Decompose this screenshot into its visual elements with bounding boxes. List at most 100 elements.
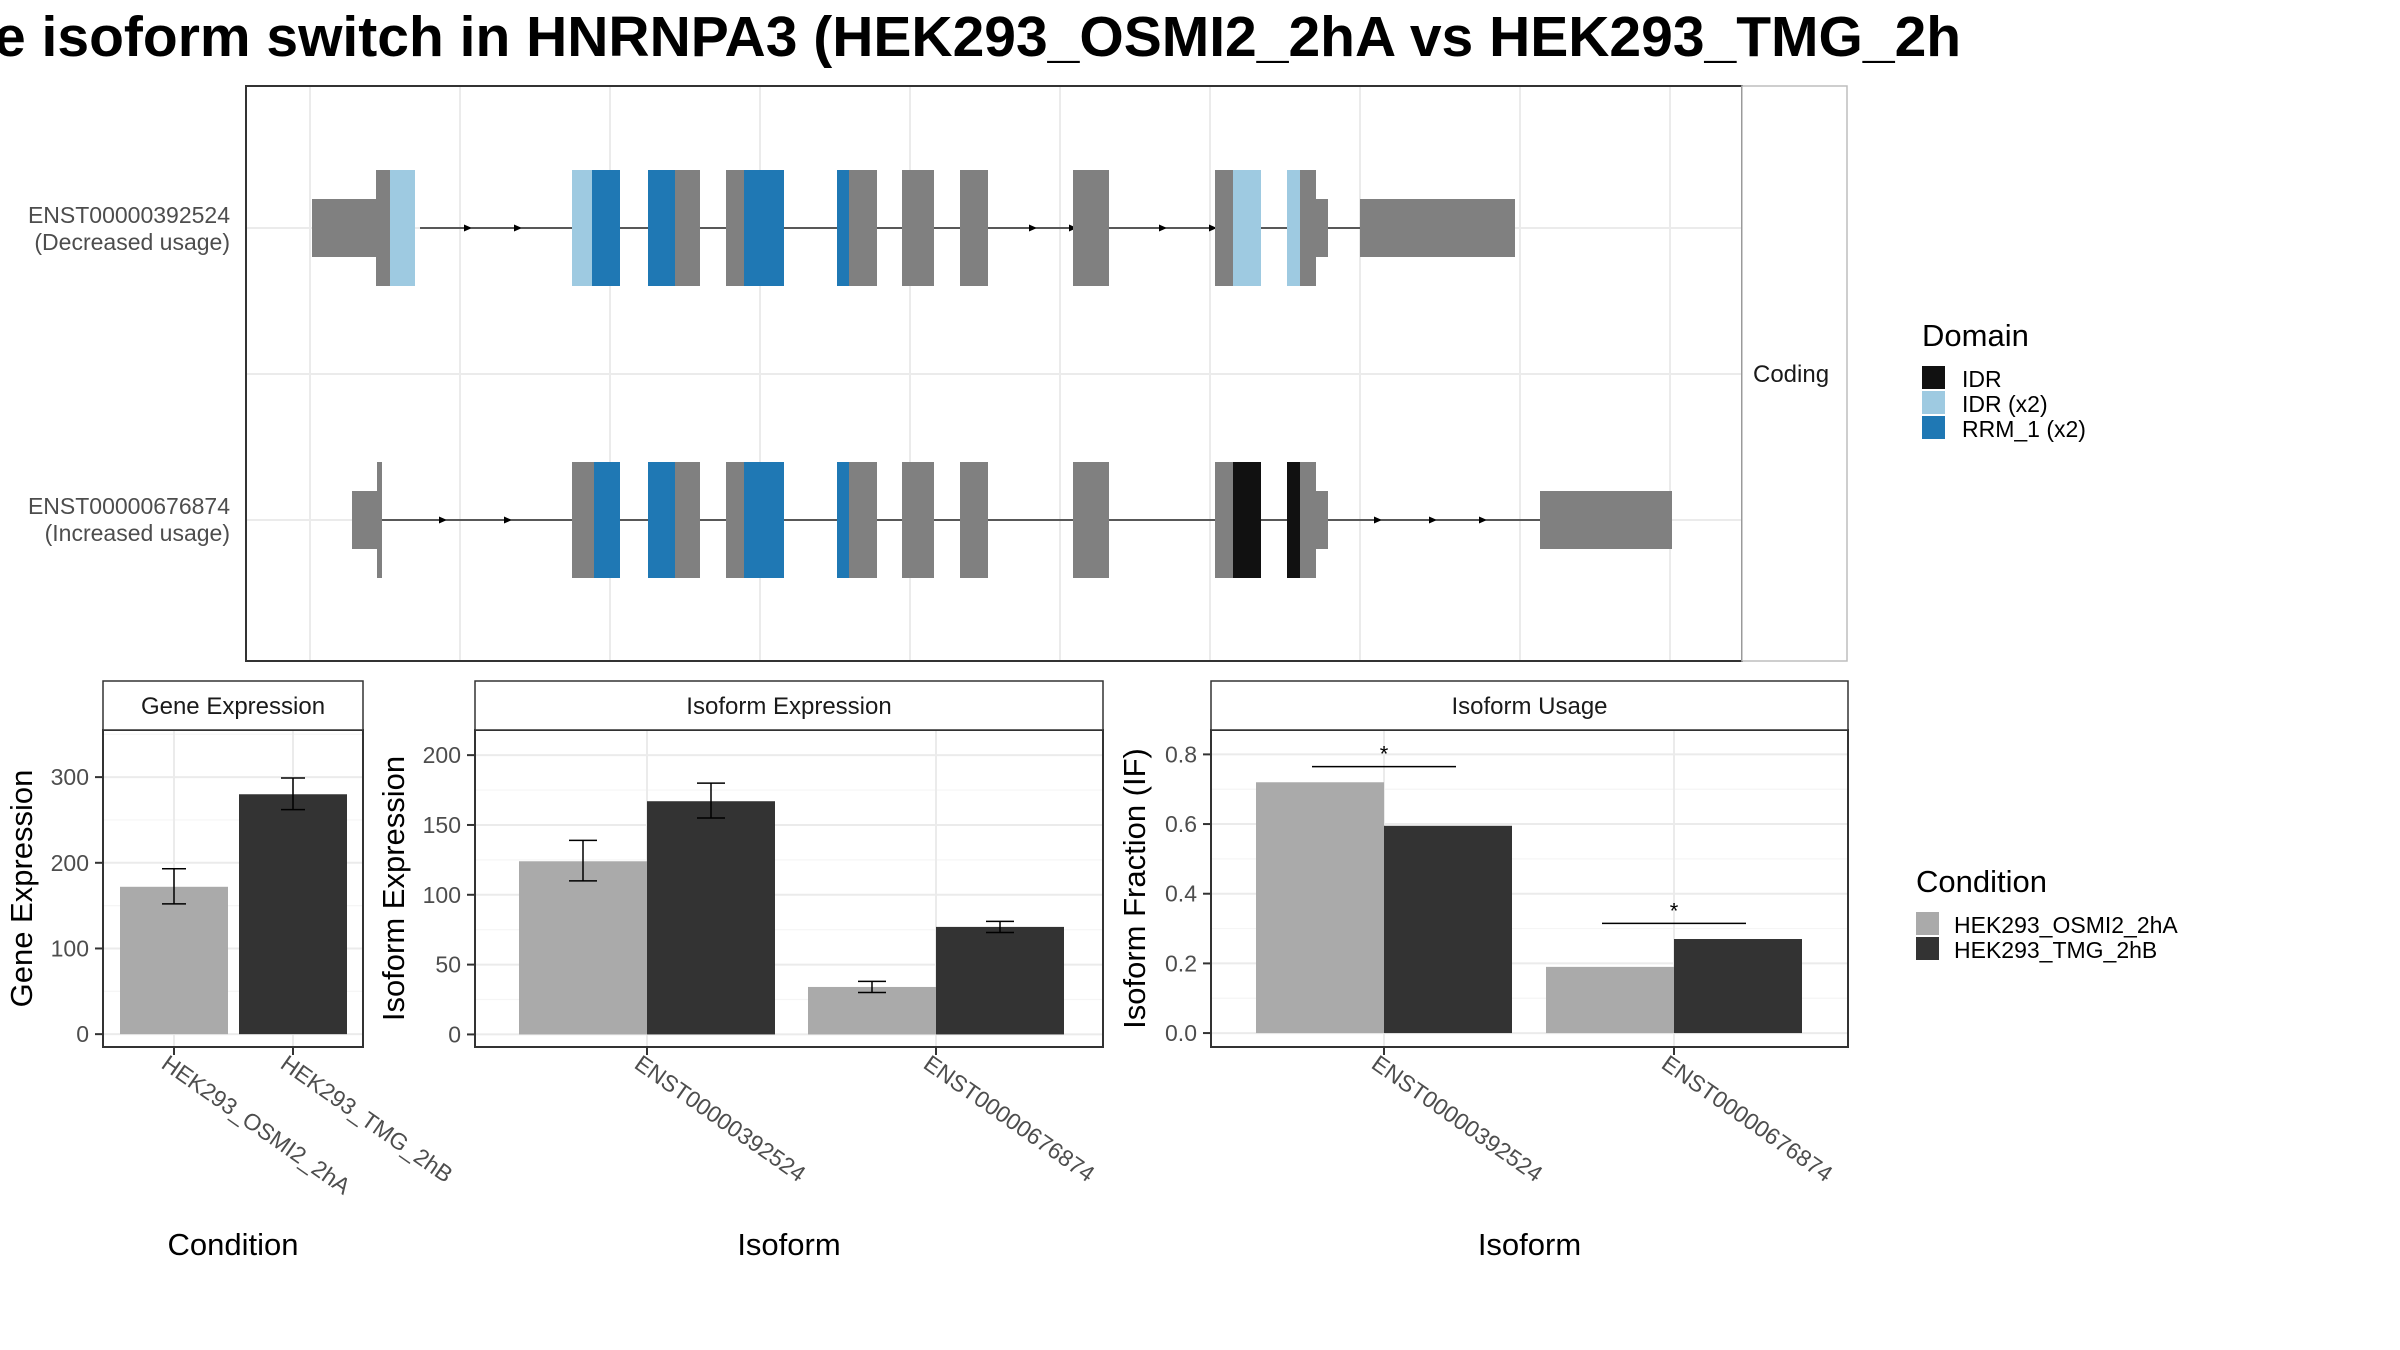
isoform-expression-bar-1-1 <box>519 861 647 1035</box>
exon-block <box>1215 462 1233 578</box>
domain-block <box>594 462 620 578</box>
legend-swatch-idr-x2 <box>1922 391 1945 414</box>
isoform-usage-strip <box>1210 680 1849 731</box>
utr-block <box>1316 199 1328 257</box>
exon-block <box>960 170 988 286</box>
legend-label-tmg: HEK293_TMG_2hB <box>1954 937 2157 963</box>
isoform-2-id-label: ENST00000676874 <box>28 493 230 519</box>
isoform-usage-panel: * * Isoform Usage 0.0 0.2 0.4 0.6 0.8 ENST000003… <box>1117 680 1849 1262</box>
exon-block <box>572 462 594 578</box>
isoform-usage-x-tick-label: ENST00000676874 <box>1657 1050 1838 1187</box>
utr-block <box>1360 199 1515 257</box>
exon-block <box>1215 170 1233 286</box>
domain-block <box>744 462 784 578</box>
gene-expression-bar-1 <box>120 886 228 1035</box>
isoform-expression-y-axis-title: Isoform Expression <box>376 756 411 1021</box>
isoform-usage-y-axis-title: Isoform Fraction (IF) <box>1117 748 1152 1029</box>
isoform-expression-y-tick-label: 50 <box>435 952 461 978</box>
isoform-expression-bar-1-2 <box>808 986 936 1035</box>
isoform-expression-error-bar <box>986 920 1014 934</box>
isoform-expression-x-tick-label: ENST00000392524 <box>630 1050 811 1187</box>
bar-chart-panels: Gene Expression 0 100 200 300 HEK293_OSMI2_2h… <box>4 680 1849 1262</box>
legend-label-osmi: HEK293_OSMI2_2hA <box>1954 912 2178 938</box>
intron-arrow <box>504 516 512 524</box>
isoform-expression-error-bar <box>697 782 725 819</box>
utr-block <box>352 491 377 549</box>
exon-block <box>675 170 700 286</box>
domain-block <box>1287 462 1300 578</box>
isoform-usage-x-tick-label: ENST00000392524 <box>1367 1050 1548 1187</box>
isoform-expression-y-tick-label: 200 <box>423 742 461 768</box>
condition-legend: Condition HEK293_OSMI2_2hA HEK293_TMG_2h… <box>1916 864 2178 963</box>
intron-arrow <box>1209 224 1217 232</box>
isoform-expression-bar-2-2 <box>936 926 1064 1035</box>
intron-arrow <box>1374 516 1382 524</box>
condition-legend-title: Condition <box>1916 864 2047 899</box>
isoform-usage-strip-title: Isoform Usage <box>1451 693 1607 720</box>
isoform-1-id-label: ENST00000392524 <box>28 202 230 228</box>
isoform-usage-y-tick-label: 0.2 <box>1165 950 1197 976</box>
isoform-expression-x-tick-label: ENST00000676874 <box>919 1050 1100 1187</box>
legend-swatch-tmg <box>1916 937 1939 960</box>
exon-block <box>902 462 934 578</box>
isoform-usage-significance-mark: * <box>1380 742 1389 767</box>
gene-expression-y-tick-label: 0 <box>76 1021 89 1047</box>
gene-expression-y-axis-title: Gene Expression <box>4 770 39 1008</box>
gene-expression-strip <box>102 680 364 731</box>
legend-label-idr: IDR <box>1962 366 2002 392</box>
structure-marks <box>312 170 1672 578</box>
isoform-expression-y-tick-label: 100 <box>423 882 461 908</box>
isoform-usage-y-tick-label: 0.0 <box>1165 1020 1197 1046</box>
domain-block <box>572 170 592 286</box>
structure-strip <box>1741 85 1848 662</box>
intron-arrow <box>1479 516 1487 524</box>
isoform-usage-y-tick-label: 0.6 <box>1165 811 1197 837</box>
exon-block <box>726 170 744 286</box>
gene-expression-bar-2 <box>239 794 347 1035</box>
exon-block <box>849 462 877 578</box>
domain-legend: Domain IDR IDR (x2) RRM_1 (x2) <box>1922 318 2086 442</box>
intron-arrow <box>464 224 472 232</box>
isoform-expression-strip-title: Isoform Expression <box>686 693 891 720</box>
figure-title: e isoform switch in HNRNPA3 (HEK293_OSMI… <box>0 5 1961 69</box>
utr-block <box>1540 491 1672 549</box>
domain-block <box>390 170 415 286</box>
exon-block <box>849 170 877 286</box>
gene-expression-error-bar <box>281 777 305 811</box>
isoform-1-usage-label: (Decreased usage) <box>34 229 230 255</box>
isoform-expression-strip <box>474 680 1104 731</box>
intron-arrow <box>439 516 447 524</box>
legend-label-rrm1-x2: RRM_1 (x2) <box>1962 416 2086 442</box>
utr-block <box>312 199 377 257</box>
exon-block <box>377 462 382 578</box>
gene-expression-panel: Gene Expression 0 100 200 300 HEK293_OSMI2_2h… <box>4 680 458 1262</box>
domain-block <box>1287 170 1300 286</box>
domain-block <box>744 170 784 286</box>
isoform-track-1 <box>312 170 1515 286</box>
utr-block <box>1316 491 1328 549</box>
exon-block <box>675 462 700 578</box>
gene-expression-x-axis-title: Condition <box>168 1227 299 1262</box>
isoform-usage-x-axis-title: Isoform <box>1478 1227 1581 1262</box>
isoform-expression-y-tick-label: 0 <box>448 1021 461 1047</box>
domain-block <box>648 462 675 578</box>
exon-block <box>376 170 390 286</box>
intron-arrow <box>1029 224 1037 232</box>
exon-block <box>1300 170 1316 286</box>
isoform-usage-significance-mark: * <box>1670 898 1679 923</box>
isoform-usage-bar-2-2 <box>1674 939 1802 1034</box>
gene-expression-y-tick-label: 100 <box>51 935 89 961</box>
isoform-2-usage-label: (Increased usage) <box>45 520 230 546</box>
gene-expression-y-tick-label: 300 <box>51 764 89 790</box>
isoform-usage-y-tick-label: 0.8 <box>1165 741 1197 767</box>
domain-block <box>837 462 849 578</box>
isoform-expression-bar-2-1 <box>647 801 775 1035</box>
domain-block <box>648 170 675 286</box>
gene-expression-y-tick-label: 200 <box>51 850 89 876</box>
exon-block <box>1300 462 1316 578</box>
gene-expression-error-bar <box>162 868 186 905</box>
isoform-usage-bar-1-2 <box>1546 966 1674 1034</box>
domain-block <box>837 170 849 286</box>
exon-block <box>960 462 988 578</box>
